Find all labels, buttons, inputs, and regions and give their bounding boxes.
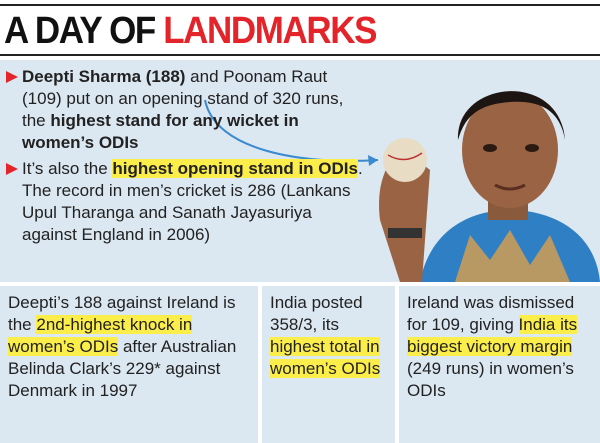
- text-segment: A DAY OF: [4, 10, 164, 52]
- text-segment: and Poonam Raut (109) put on an opening …: [22, 67, 344, 130]
- text-segment: Deepti Sharma (188): [22, 67, 186, 86]
- text-segment: . The record in men’s cricket is 286 (La…: [22, 159, 363, 244]
- text-segment: LANDMARKS: [163, 10, 377, 52]
- fact-column: Deepti’s 188 against Ireland is the 2nd-…: [0, 286, 258, 443]
- top-panel: Deepti Sharma (188) and Poonam Raut (109…: [0, 60, 600, 282]
- text-segment: (249 runs) in women’s ODIs: [407, 359, 574, 400]
- bullet: Deepti Sharma (188) and Poonam Raut (109…: [6, 66, 370, 154]
- title: A DAY OF LANDMARKS: [4, 10, 377, 52]
- text-segment: Deepti’s 188 against Ireland is the: [8, 293, 236, 334]
- text-segment: highest total in women’s ODIs: [270, 337, 381, 378]
- text-segment: It’s also the: [22, 159, 113, 178]
- rule: [0, 54, 600, 56]
- rule: [0, 4, 600, 6]
- text-segment: Ireland was dismissed for 109, giving: [407, 293, 575, 334]
- bullet-list: Deepti Sharma (188) and Poonam Raut (109…: [6, 66, 370, 250]
- text-segment: highest opening stand in ODIs: [112, 159, 358, 178]
- fact-column: India posted 358/3, its highest total in…: [262, 286, 395, 443]
- text-segment: India posted 358/3, its: [270, 293, 363, 334]
- bullet: It’s also the highest opening stand in O…: [6, 158, 370, 246]
- text-segment: highest stand for any wicket in women’s …: [22, 111, 299, 152]
- text-segment: after Australian Belinda Clark’s 229* ag…: [8, 337, 237, 400]
- fact-column: Ireland was dismissed for 109, giving In…: [399, 286, 600, 443]
- photo: [379, 91, 600, 282]
